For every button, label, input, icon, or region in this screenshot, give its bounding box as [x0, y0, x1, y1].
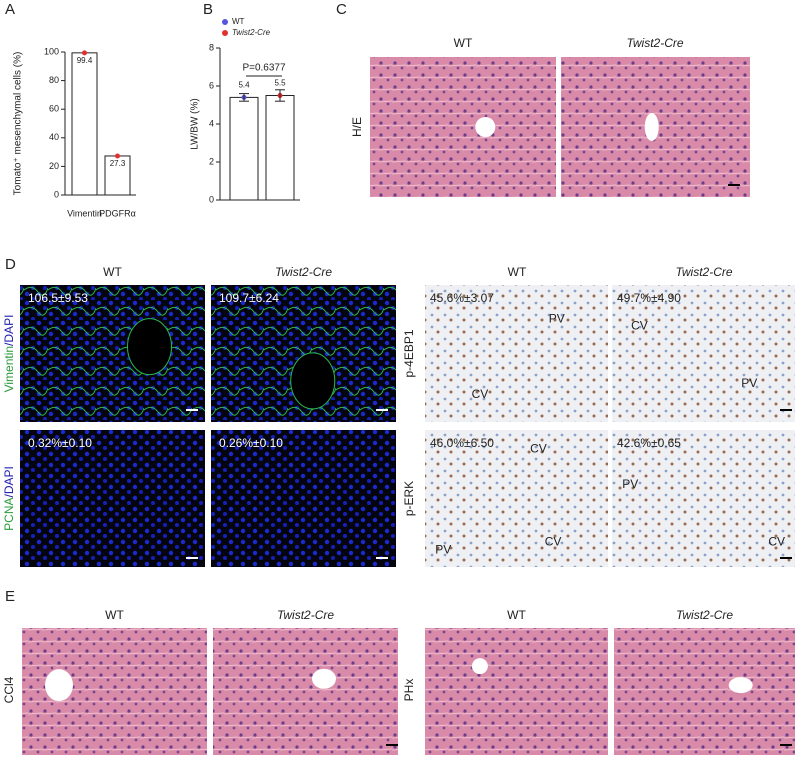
- vessel: [45, 669, 73, 702]
- y-tick-label: 6: [209, 80, 214, 90]
- y-tick-label: 0: [209, 194, 214, 204]
- quantification: 109.7±6.24: [219, 291, 279, 305]
- vessel: [312, 668, 336, 689]
- quantification: 49.7%±4.90: [617, 291, 681, 305]
- ihc-image: [612, 285, 795, 422]
- region-label: PV: [549, 311, 565, 325]
- panel-letter: E: [5, 588, 15, 605]
- column-header: WT: [508, 265, 527, 279]
- bar: [265, 95, 295, 201]
- y-axis-label: Tomato⁺ mesenchymal cells (%): [13, 52, 24, 196]
- vessel: [644, 113, 659, 141]
- quantification: 45.6%±3.07: [430, 291, 494, 305]
- panel-letter: C: [336, 1, 347, 18]
- legend-marker: [222, 19, 228, 25]
- y-tick-label: 60: [49, 104, 59, 114]
- annotation: P=0.6377: [242, 63, 286, 74]
- quantification: 42.6%±0.65: [617, 436, 681, 450]
- row-label: H/E: [350, 117, 364, 137]
- he-image: [370, 57, 556, 197]
- column-header: Twist2-Cre: [277, 608, 334, 622]
- vessel: [127, 318, 172, 376]
- panel-letter: D: [5, 256, 16, 273]
- mean-point: [115, 153, 120, 159]
- vessel: [471, 658, 488, 675]
- mean-point: [82, 50, 87, 56]
- y-tick-label: 80: [49, 75, 59, 85]
- he-image: [213, 628, 398, 755]
- row-label: p-ERK: [402, 481, 416, 516]
- y-tick-label: 4: [209, 118, 214, 128]
- vessel: [728, 677, 753, 694]
- column-header: Twist2-Cre: [676, 608, 733, 622]
- y-tick-label: 2: [209, 156, 214, 166]
- region-label: CV: [631, 318, 648, 332]
- value-label: 5.4: [238, 81, 250, 90]
- row-label: CCl4: [2, 676, 16, 703]
- panel-letter: A: [5, 1, 15, 18]
- region-label: PV: [622, 477, 638, 491]
- ihc-image: [425, 285, 608, 422]
- legend-label: Twist2-Cre: [232, 28, 271, 37]
- row-label-part: PCNA: [2, 498, 16, 531]
- x-tick-label: Vimentin: [67, 208, 102, 218]
- x-tick-label: PDGFRα: [99, 208, 136, 218]
- vessel: [290, 352, 336, 410]
- bar: [104, 155, 131, 196]
- y-tick-label: 8: [209, 42, 214, 52]
- y-tick-label: 0: [54, 189, 59, 199]
- row-label: PCNA/DAPI: [2, 466, 16, 531]
- region-label: CV: [472, 387, 489, 401]
- column-header: Twist2-Cre: [626, 36, 683, 50]
- he-image: [614, 628, 795, 755]
- y-tick-label: 100: [44, 46, 59, 56]
- ihc-image: [612, 430, 795, 567]
- value-label: 27.3: [110, 159, 126, 168]
- legend-marker: [222, 30, 228, 36]
- row-label: p-4EBP1: [402, 329, 416, 377]
- column-header: WT: [454, 36, 473, 50]
- panel-letter: B: [203, 1, 213, 18]
- row-label: PHx: [402, 679, 416, 702]
- bar: [71, 52, 98, 196]
- column-header: WT: [105, 608, 124, 622]
- row-label-part: Vimentin: [2, 346, 16, 392]
- row-label-part: /DAPI: [2, 315, 16, 346]
- column-header: WT: [507, 608, 526, 622]
- y-axis-label: LW/BW (%): [190, 98, 201, 149]
- ihc-image: [425, 430, 608, 567]
- value-label: 99.4: [77, 56, 93, 65]
- value-label: 5.5: [274, 79, 286, 88]
- quantification: 46.0%±6.50: [430, 436, 494, 450]
- region-label: CV: [545, 535, 562, 549]
- region-label: PV: [741, 376, 757, 390]
- fluorescence-image: [20, 285, 205, 422]
- quantification: 106.5±9.53: [28, 291, 88, 305]
- bar: [229, 96, 259, 201]
- region-label: PV: [435, 543, 451, 557]
- quantification: 0.32%±0.10: [28, 436, 92, 450]
- vessel: [475, 117, 496, 137]
- fluorescence-image: [20, 430, 205, 567]
- y-tick-label: 40: [49, 132, 59, 142]
- region-label: CV: [768, 535, 785, 549]
- row-label: Vimentin/DAPI: [2, 315, 16, 393]
- column-header: Twist2-Cre: [675, 265, 732, 279]
- fluorescence-image: [211, 430, 396, 567]
- legend-label: WT: [232, 17, 245, 26]
- column-header: WT: [103, 265, 122, 279]
- quantification: 0.26%±0.10: [219, 436, 283, 450]
- row-label-part: /DAPI: [2, 466, 16, 497]
- column-header: Twist2-Cre: [275, 265, 332, 279]
- he-image: [425, 628, 608, 755]
- y-tick-label: 20: [49, 161, 59, 171]
- region-label: CV: [530, 441, 547, 455]
